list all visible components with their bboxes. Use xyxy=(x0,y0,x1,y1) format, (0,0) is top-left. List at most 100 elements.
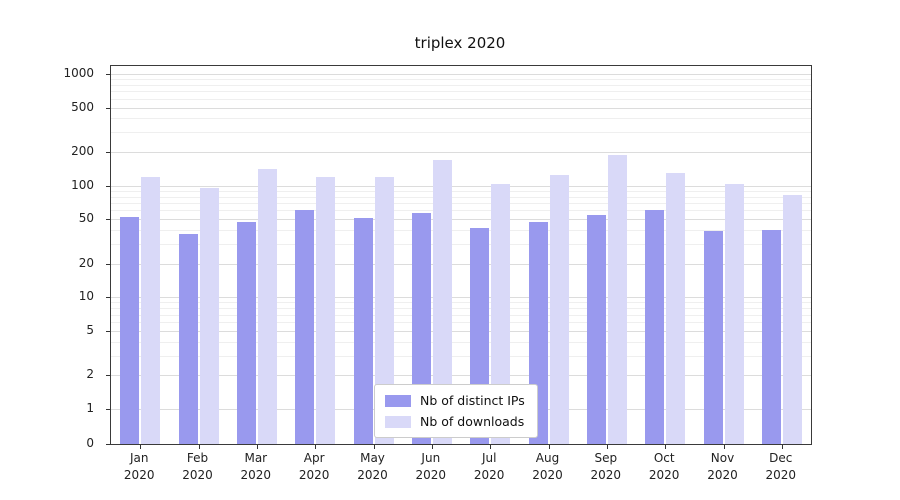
bar-distinct-ips xyxy=(295,210,315,444)
bar-downloads xyxy=(374,176,394,444)
y-tick-label: 200 xyxy=(71,144,94,159)
chart-legend: Nb of distinct IPs Nb of downloads xyxy=(374,384,538,438)
y-tick-mark xyxy=(106,219,110,221)
gridline xyxy=(111,230,811,232)
plot-area: Nb of distinct IPs Nb of downloads xyxy=(106,65,812,449)
y-tick-mark xyxy=(106,409,110,410)
chart-title: triplex 2020 xyxy=(414,34,506,52)
bar-distinct-ips xyxy=(120,216,140,444)
x-tick-label: Sep 2020 xyxy=(590,451,622,482)
gridline xyxy=(111,322,811,324)
y-tick-label: 10 xyxy=(78,289,94,304)
x-tick-mark xyxy=(606,445,608,449)
gridline xyxy=(111,91,811,93)
x-tick-mark xyxy=(431,445,433,449)
gridline xyxy=(111,203,811,204)
x-tick-mark xyxy=(665,445,667,449)
bar-downloads xyxy=(432,159,452,444)
x-tick-label: Nov 2020 xyxy=(707,451,738,482)
y-tick-label: 20 xyxy=(78,255,94,270)
gridline xyxy=(111,302,811,304)
x-tick-label: Jun 2020 xyxy=(415,451,447,482)
x-tick-mark xyxy=(490,445,492,449)
bar-downloads xyxy=(666,172,686,444)
bar-distinct-ips xyxy=(645,210,665,444)
x-tick-mark xyxy=(140,445,142,449)
y-tick-mark xyxy=(106,152,110,154)
bar-downloads xyxy=(141,176,161,444)
bar-distinct-ips xyxy=(586,214,606,444)
legend-item-downloads: Nb of downloads xyxy=(385,414,525,429)
x-tick-label: May 2020 xyxy=(357,451,388,482)
gridline xyxy=(111,190,811,192)
bar-downloads xyxy=(724,184,744,444)
x-tick-label: Aug 2020 xyxy=(532,451,563,482)
x-tick-label: Jan 2020 xyxy=(123,451,155,482)
legend-label-distinct-ips: Nb of distinct IPs xyxy=(420,393,525,408)
x-tick-mark xyxy=(373,445,375,449)
gridline xyxy=(111,196,811,198)
gridline xyxy=(111,74,811,75)
gridline xyxy=(111,244,811,246)
gridline xyxy=(111,79,811,81)
gridline xyxy=(111,98,811,100)
y-tick-label: 1000 xyxy=(63,66,94,80)
bar-downloads xyxy=(491,183,511,444)
y-tick-label: 100 xyxy=(71,177,94,192)
gridline xyxy=(111,118,811,120)
x-tick-mark xyxy=(548,445,550,449)
legend-swatch-downloads xyxy=(385,415,411,428)
x-tick-label: Jul 2020 xyxy=(473,451,505,482)
x-tick-mark xyxy=(781,445,783,449)
gridline xyxy=(111,132,811,134)
y-tick-mark xyxy=(106,263,110,265)
y-tick-label: 1 xyxy=(86,401,94,415)
y-tick-label: 2 xyxy=(86,367,94,382)
gridline xyxy=(111,308,811,310)
x-tick-label: Feb 2020 xyxy=(182,451,213,482)
gridline xyxy=(111,185,811,187)
y-tick-mark xyxy=(106,185,110,187)
bar-distinct-ips xyxy=(761,230,781,444)
gridline xyxy=(111,297,811,299)
x-tick-label: Oct 2020 xyxy=(648,451,680,482)
legend-swatch-distinct-ips xyxy=(385,394,411,407)
gridline xyxy=(111,210,811,212)
bar-distinct-ips xyxy=(178,233,198,444)
y-tick-mark xyxy=(106,330,110,332)
bar-distinct-ips xyxy=(236,222,256,444)
bar-downloads xyxy=(257,169,277,444)
y-tick-mark xyxy=(106,107,110,109)
x-tick-mark xyxy=(256,445,258,449)
y-tick-label: 50 xyxy=(78,211,94,226)
gridline xyxy=(111,341,811,343)
gridline xyxy=(111,152,811,154)
bar-downloads xyxy=(607,154,627,444)
x-tick-label: Apr 2020 xyxy=(298,451,330,482)
gridline xyxy=(111,355,811,357)
bar-downloads xyxy=(316,176,336,444)
bar-distinct-ips xyxy=(703,231,723,444)
gridline xyxy=(111,330,811,332)
y-tick-label: 5 xyxy=(86,322,94,337)
gridline xyxy=(111,107,811,109)
x-tick-mark xyxy=(315,445,317,449)
y-tick-label: 500 xyxy=(71,99,94,114)
gridline xyxy=(111,219,811,221)
bar-downloads xyxy=(549,174,569,444)
x-tick-mark xyxy=(723,445,725,449)
gridline xyxy=(111,375,811,377)
gridline xyxy=(111,84,811,86)
bar-downloads xyxy=(782,194,802,444)
x-axis-labels: Jan 2020 Feb 2020 Mar 2020 Apr 2020 May 2020 Jun 20… xyxy=(110,450,810,490)
legend-item-distinct-ips: Nb of distinct IPs xyxy=(385,393,525,408)
y-axis-labels: 0 1 2 5 10 20 50 100 200 500 1000 xyxy=(0,65,102,449)
legend-label-downloads: Nb of downloads xyxy=(420,414,525,429)
x-tick-mark xyxy=(198,445,200,449)
x-tick-label: Dec 2020 xyxy=(765,451,797,482)
bar-downloads xyxy=(199,187,219,444)
gridline xyxy=(111,314,811,316)
y-tick-mark xyxy=(106,444,110,445)
y-tick-mark xyxy=(106,375,110,377)
